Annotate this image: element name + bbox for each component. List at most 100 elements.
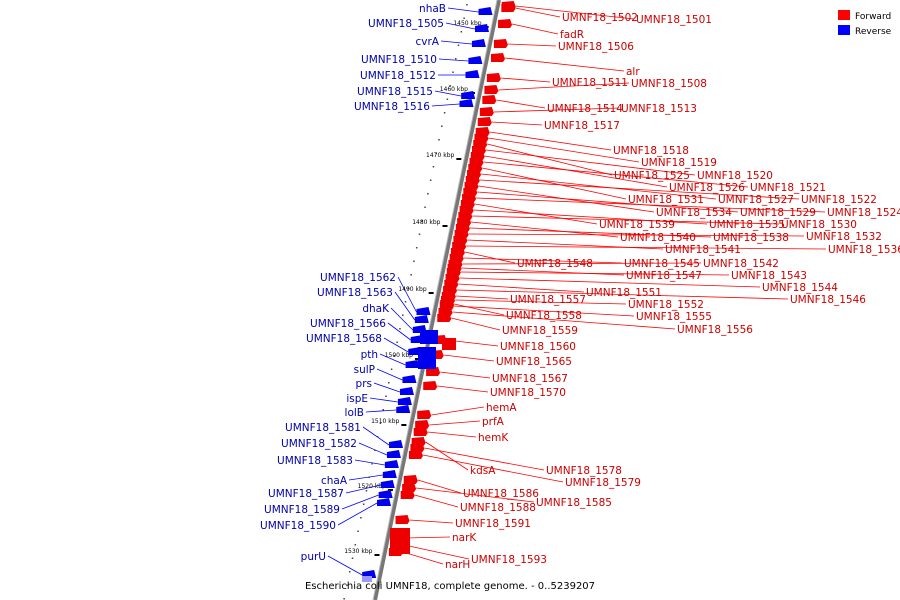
- reverse-gene-label: UMNF18_1515: [357, 86, 433, 98]
- minor-tick: [348, 571, 351, 573]
- gene-labels: nhaB UMNF18_1505 cvrA UMNF18_1510 UMNF18_151…: [260, 3, 900, 571]
- forward-label-line: [479, 179, 800, 200]
- forward-gene-label: UMNF18_1544: [762, 282, 838, 294]
- forward-label-line: [440, 371, 491, 379]
- minor-tick: [429, 179, 432, 181]
- reverse-gene-label: UMNF18_1563: [317, 287, 393, 299]
- minor-tick: [374, 449, 376, 451]
- reverse-gene-feature: [471, 39, 486, 47]
- reverse-gene-label: lolB: [345, 407, 364, 419]
- forward-gene-label: UMNF18_1547: [626, 270, 702, 282]
- forward-gene-label: UMNF18_1532: [806, 231, 882, 243]
- major-tick: [387, 489, 393, 491]
- forward-gene-label: hemA: [486, 402, 517, 414]
- forward-label-line: [468, 233, 805, 237]
- minor-tick: [460, 31, 463, 33]
- forward-gene-feature: [479, 107, 494, 116]
- forward-label-line: [405, 536, 451, 539]
- reverse-gene-feature: [384, 460, 399, 468]
- forward-gene-label: UMNF18_1539: [599, 219, 675, 231]
- forward-gene-label: UMNF18_1556: [677, 324, 753, 336]
- forward-gene-feature: [486, 73, 501, 82]
- label-lines: [327, 5, 827, 576]
- forward-label-line: [464, 251, 516, 264]
- forward-gene-feature: [400, 490, 415, 499]
- kbp-label: 1500 kbp: [385, 352, 413, 359]
- reverse-label-line: [447, 7, 479, 13]
- legend: Forward Reverse: [838, 10, 892, 37]
- forward-gene-label: UMNF18_1593: [471, 554, 547, 566]
- reverse-label-line: [369, 397, 398, 403]
- forward-label-line: [454, 299, 627, 305]
- gene-block: [420, 330, 438, 344]
- minor-tick: [357, 530, 359, 532]
- forward-gene-label: UMNF18_1548: [517, 258, 593, 270]
- forward-label-line: [437, 385, 489, 393]
- forward-gene-label: UMNF18_1586: [463, 488, 539, 500]
- reverse-label-line: [431, 103, 460, 107]
- legend-label: Reverse: [855, 27, 892, 37]
- forward-label-line: [487, 143, 613, 176]
- reverse-label-line: [376, 368, 403, 381]
- minor-tick: [390, 368, 393, 370]
- forward-gene-label: UMNF18_1536: [828, 244, 900, 256]
- gene-block: [418, 347, 436, 369]
- forward-gene-feature: [417, 410, 432, 419]
- reverse-label-line: [365, 409, 397, 413]
- major-tick: [456, 158, 462, 160]
- major-tick: [415, 358, 421, 360]
- forward-gene-label: UMNF18_1522: [801, 194, 877, 206]
- reverse-gene-label: UMNF18_1562: [320, 272, 396, 284]
- forward-gene-label: UMNF18_1541: [665, 244, 741, 256]
- forward-gene-label: fadR: [560, 29, 584, 41]
- reverse-label-line: [354, 459, 385, 466]
- forward-gene-label: UMNF18_1529: [740, 207, 816, 219]
- forward-gene-label: UMNF18_1502: [562, 12, 638, 24]
- forward-label-line: [515, 7, 561, 18]
- forward-gene-label: UMNF18_1524: [827, 207, 900, 219]
- forward-label-line: [431, 406, 485, 416]
- major-tick: [401, 424, 407, 426]
- forward-label-line: [483, 161, 749, 188]
- forward-gene-label: UMNF18_1525: [614, 170, 690, 182]
- minor-tick: [443, 112, 446, 114]
- reverse-gene-feature: [459, 99, 474, 107]
- forward-label-line: [507, 43, 557, 47]
- reverse-gene-label: UMNF18_1581: [285, 422, 361, 434]
- reverse-label-line: [390, 307, 414, 331]
- reverse-label-line: [383, 337, 409, 353]
- forward-gene-label: UMNF18_1559: [502, 325, 578, 337]
- kbp-label: 1460 kbp: [440, 86, 468, 93]
- reverse-label-line: [394, 291, 416, 321]
- kbp-label: 1510 kbp: [371, 418, 399, 425]
- forward-label-line: [427, 431, 477, 438]
- forward-label-line: [452, 311, 676, 330]
- minor-tick: [457, 44, 460, 46]
- reverse-gene-label: UMNF18_1582: [281, 438, 357, 450]
- kbp-label: 1480 kbp: [412, 219, 440, 226]
- forward-gene-feature: [484, 85, 499, 94]
- forward-gene-feature: [437, 313, 452, 322]
- reverse-gene-feature: [397, 397, 412, 405]
- reverse-label-line: [348, 474, 383, 481]
- forward-gene-feature: [410, 443, 425, 452]
- forward-gene-feature: [423, 381, 438, 390]
- forward-label-line: [489, 131, 612, 151]
- forward-gene-label: UMNF18_1557: [510, 294, 586, 306]
- reverse-gene-feature: [386, 450, 401, 458]
- minor-tick: [376, 436, 379, 438]
- reverse-gene-feature: [478, 7, 493, 15]
- forward-gene-feature: [426, 367, 441, 376]
- forward-label-line: [459, 277, 761, 288]
- reverse-gene-feature: [399, 387, 414, 395]
- forward-gene-label: UMNF18_1578: [546, 465, 622, 477]
- kbp-label: 1490 kbp: [398, 286, 426, 293]
- reverse-gene-feature: [414, 315, 429, 323]
- forward-label-line: [422, 454, 564, 483]
- genome-caption: Escherichia coli UMNF18, complete genome…: [305, 581, 595, 592]
- forward-label-line: [476, 197, 826, 213]
- forward-label-line: [515, 5, 635, 20]
- forward-label-line: [484, 155, 668, 188]
- forward-label-line: [409, 519, 454, 524]
- minor-tick: [346, 584, 348, 586]
